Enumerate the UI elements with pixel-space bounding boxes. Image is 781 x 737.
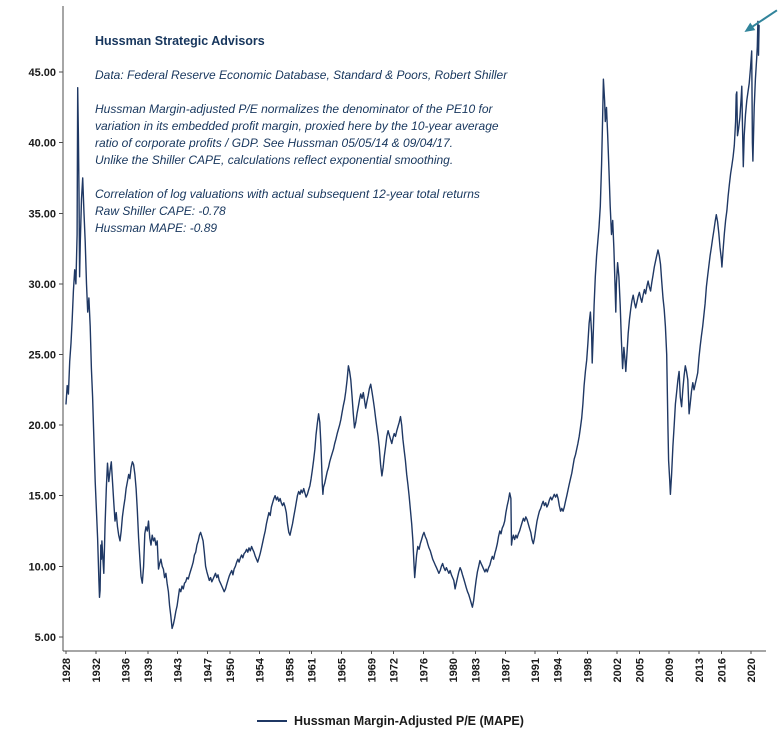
chart-heading: Hussman Strategic Advisors <box>95 34 265 48</box>
y-axis-tick-label: 10.00 <box>28 561 56 573</box>
annotation-arrowhead-icon <box>744 22 756 32</box>
y-axis-tick-label: 20.00 <box>28 420 56 432</box>
methodology-line: ratio of corporate profits / GDP. See Hu… <box>95 136 453 150</box>
legend-label: Hussman Margin-Adjusted P/E (MAPE) <box>294 714 524 728</box>
legend: Hussman Margin-Adjusted P/E (MAPE) <box>0 714 781 728</box>
x-axis-tick-label: 1932 <box>91 658 103 682</box>
x-axis-tick-label: 2020 <box>746 658 758 682</box>
data-source-note: Data: Federal Reserve Economic Database,… <box>95 68 508 82</box>
x-axis-tick-label: 1958 <box>284 658 296 682</box>
correlation-line: Correlation of log valuations with actua… <box>95 187 480 201</box>
x-axis-tick-label: 1954 <box>255 657 267 682</box>
y-axis-tick-label: 25.00 <box>28 350 56 362</box>
legend-line-sample <box>257 720 288 722</box>
x-axis-tick-label: 1928 <box>61 658 73 682</box>
x-axis-tick-label: 2009 <box>664 658 676 682</box>
x-axis-tick-label: 1969 <box>366 658 378 682</box>
y-axis-tick-label: 40.00 <box>28 138 56 150</box>
x-axis-tick-label: 1983 <box>471 658 483 682</box>
correlation-line: Raw Shiller CAPE: -0.78 <box>95 204 226 218</box>
x-axis-tick-label: 2016 <box>716 658 728 682</box>
x-axis-tick-label: 1947 <box>202 658 214 682</box>
methodology-line: Unlike the Shiller CAPE, calculations re… <box>95 153 454 167</box>
x-axis-tick-label: 1980 <box>448 658 460 682</box>
x-axis-tick-label: 1936 <box>121 658 133 682</box>
x-axis-tick-label: 1998 <box>582 658 594 682</box>
x-axis-tick-label: 1939 <box>143 658 155 682</box>
x-axis-tick-label: 1976 <box>418 658 430 682</box>
correlation-note: Correlation of log valuations with actua… <box>95 186 615 237</box>
x-axis-tick-label: 2013 <box>694 658 706 682</box>
x-axis-tick-label: 1943 <box>173 658 185 682</box>
y-axis-tick-label: 5.00 <box>35 632 56 644</box>
methodology-note: Hussman Margin-adjusted P/E normalizes t… <box>95 101 615 169</box>
y-axis-tick-label: 45.00 <box>28 67 56 79</box>
x-axis-tick-label: 1961 <box>307 658 319 682</box>
methodology-line: variation in its embedded profit margin,… <box>95 119 499 133</box>
chart-svg: 5.00 10.00 15.00 20.00 25.00 30.00 35.00 40.00 4… <box>28 6 778 682</box>
correlation-line: Hussman MAPE: -0.89 <box>95 221 218 235</box>
methodology-line: Hussman Margin-adjusted P/E normalizes t… <box>95 102 493 116</box>
x-axis-tick-label: 2002 <box>612 658 624 682</box>
mape-series-line <box>65 20 760 630</box>
y-axis-tick-label: 30.00 <box>28 279 56 291</box>
x-axis-tick-label: 1987 <box>500 658 512 682</box>
y-axis-tick-label: 15.00 <box>28 491 56 503</box>
x-axis-tick-label: 1965 <box>337 658 349 682</box>
y-axis-tick-label: 35.00 <box>28 208 56 220</box>
x-axis-tick-label: 2005 <box>634 658 646 682</box>
x-axis-tick-label: 1991 <box>530 658 542 682</box>
chart-annotations: Hussman Strategic Advisors Data: Federal… <box>95 33 615 237</box>
x-axis-tick-label: 1950 <box>225 658 237 682</box>
x-axis-tick-label: 1994 <box>552 657 564 682</box>
x-axis-tick-label: 1972 <box>389 658 401 682</box>
